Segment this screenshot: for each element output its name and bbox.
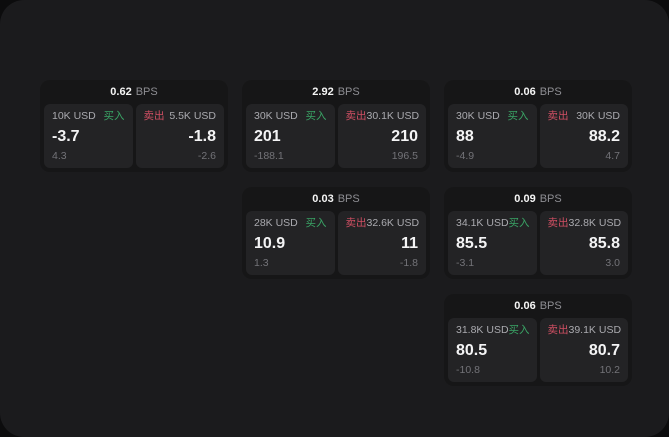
sell-price: 11 <box>401 235 418 252</box>
quote-card: 2.92 BPS 30K USD 买入 201 -188.1 卖出 30.1K … <box>242 80 430 172</box>
sell-delta: 3.0 <box>605 257 620 269</box>
buy-amount: 34.1K USD <box>456 217 509 229</box>
buy-panel[interactable]: 34.1K USD 买入 85.5 -3.1 <box>448 211 537 275</box>
sell-amount: 39.1K USD <box>568 324 622 336</box>
buy-amount: 30K USD <box>456 110 500 122</box>
sell-price: 88.2 <box>588 128 620 145</box>
sell-delta: 196.5 <box>391 150 418 162</box>
quote-card: 0.62 BPS 10K USD 买入 -3.7 4.3 卖出 5.5K USD… <box>40 80 228 172</box>
buy-price: 85.5 <box>456 235 488 252</box>
sell-price: 80.7 <box>588 342 620 359</box>
quote-card: 0.06 BPS 31.8K USD 买入 80.5 -10.8 卖出 39.1… <box>444 294 632 386</box>
buy-panel[interactable]: 30K USD 买入 88 -4.9 <box>448 104 537 168</box>
sell-price: 210 <box>391 128 418 145</box>
spread-bps-value: 0.06 <box>514 299 536 312</box>
buy-panel[interactable]: 31.8K USD 买入 80.5 -10.8 <box>448 318 537 382</box>
quote-panels: 31.8K USD 买入 80.5 -10.8 卖出 39.1K USD 80.… <box>448 318 628 382</box>
spread-bps-value: 2.92 <box>312 85 334 98</box>
spread-bps-value: 0.06 <box>514 85 536 98</box>
sell-amount: 30.1K USD <box>366 110 420 122</box>
buy-delta: -10.8 <box>456 364 480 376</box>
sell-panel[interactable]: 卖出 32.6K USD 11 -1.8 <box>337 211 426 275</box>
spread-header: 2.92 BPS <box>242 80 430 104</box>
buy-panel[interactable]: 30K USD 买入 201 -188.1 <box>246 104 335 168</box>
quote-card: 0.09 BPS 34.1K USD 买入 85.5 -3.1 卖出 32.8K… <box>444 187 632 279</box>
spread-bps-unit: BPS <box>539 299 562 312</box>
buy-delta: -3.1 <box>456 257 475 269</box>
spread-bps-unit: BPS <box>337 192 360 205</box>
sell-panel[interactable]: 卖出 30.1K USD 210 196.5 <box>337 104 426 168</box>
buy-side-label: 买入 <box>305 217 327 229</box>
spread-header: 0.03 BPS <box>242 187 430 211</box>
buy-panel[interactable]: 28K USD 买入 10.9 1.3 <box>246 211 335 275</box>
spread-bps-value: 0.62 <box>110 85 132 98</box>
sell-amount: 32.6K USD <box>366 217 420 229</box>
buy-side-label: 买入 <box>507 110 529 122</box>
spread-bps-value: 0.03 <box>312 192 334 205</box>
quote-panels: 28K USD 买入 10.9 1.3 卖出 32.6K USD 11 -1.8 <box>246 211 426 275</box>
buy-amount: 31.8K USD <box>456 324 509 336</box>
sell-side-label: 卖出 <box>547 110 569 122</box>
spread-bps-unit: BPS <box>135 85 158 98</box>
buy-price: -3.7 <box>52 128 80 145</box>
spread-bps-unit: BPS <box>539 85 562 98</box>
buy-price: 88 <box>456 128 474 145</box>
sell-delta: -1.8 <box>399 257 418 269</box>
sell-side-label: 卖出 <box>547 217 569 229</box>
sell-delta: 4.7 <box>605 150 620 162</box>
quote-panels: 30K USD 买入 88 -4.9 卖出 30K USD 88.2 4.7 <box>448 104 628 168</box>
buy-panel[interactable]: 10K USD 买入 -3.7 4.3 <box>44 104 133 168</box>
quote-card: 0.06 BPS 30K USD 买入 88 -4.9 卖出 30K USD 8… <box>444 80 632 172</box>
buy-amount: 10K USD <box>52 110 96 122</box>
sell-side-label: 卖出 <box>143 110 165 122</box>
quote-panels: 30K USD 买入 201 -188.1 卖出 30.1K USD 210 1… <box>246 104 426 168</box>
quote-panels: 34.1K USD 买入 85.5 -3.1 卖出 32.8K USD 85.8… <box>448 211 628 275</box>
sell-delta: 10.2 <box>599 364 620 376</box>
spread-bps-value: 0.09 <box>514 192 536 205</box>
sell-panel[interactable]: 卖出 30K USD 88.2 4.7 <box>539 104 628 168</box>
buy-price: 80.5 <box>456 342 488 359</box>
sell-side-label: 卖出 <box>547 324 569 336</box>
sell-side-label: 卖出 <box>345 217 367 229</box>
sell-panel[interactable]: 卖出 5.5K USD -1.8 -2.6 <box>135 104 224 168</box>
buy-price: 201 <box>254 128 281 145</box>
sell-price: -1.8 <box>188 128 216 145</box>
sell-panel[interactable]: 卖出 39.1K USD 80.7 10.2 <box>539 318 628 382</box>
sell-panel[interactable]: 卖出 32.8K USD 85.8 3.0 <box>539 211 628 275</box>
buy-delta: -188.1 <box>254 150 284 162</box>
buy-delta: -4.9 <box>456 150 475 162</box>
buy-amount: 28K USD <box>254 217 298 229</box>
quote-card: 0.03 BPS 28K USD 买入 10.9 1.3 卖出 32.6K US… <box>242 187 430 279</box>
spread-header: 0.06 BPS <box>444 294 632 318</box>
spread-header: 0.06 BPS <box>444 80 632 104</box>
buy-side-label: 买入 <box>508 217 530 229</box>
spread-bps-unit: BPS <box>337 85 360 98</box>
buy-delta: 4.3 <box>52 150 67 162</box>
sell-amount: 5.5K USD <box>169 110 216 122</box>
sell-price: 85.8 <box>588 235 620 252</box>
buy-side-label: 买入 <box>508 324 530 336</box>
buy-side-label: 买入 <box>103 110 125 122</box>
spread-bps-unit: BPS <box>539 192 562 205</box>
spread-header: 0.62 BPS <box>40 80 228 104</box>
buy-side-label: 买入 <box>305 110 327 122</box>
quote-panels: 10K USD 买入 -3.7 4.3 卖出 5.5K USD -1.8 -2.… <box>44 104 224 168</box>
buy-amount: 30K USD <box>254 110 298 122</box>
sell-side-label: 卖出 <box>345 110 367 122</box>
sell-amount: 30K USD <box>576 110 620 122</box>
spread-header: 0.09 BPS <box>444 187 632 211</box>
sell-delta: -2.6 <box>197 150 216 162</box>
buy-delta: 1.3 <box>254 257 269 269</box>
buy-price: 10.9 <box>254 235 286 252</box>
sell-amount: 32.8K USD <box>568 217 622 229</box>
